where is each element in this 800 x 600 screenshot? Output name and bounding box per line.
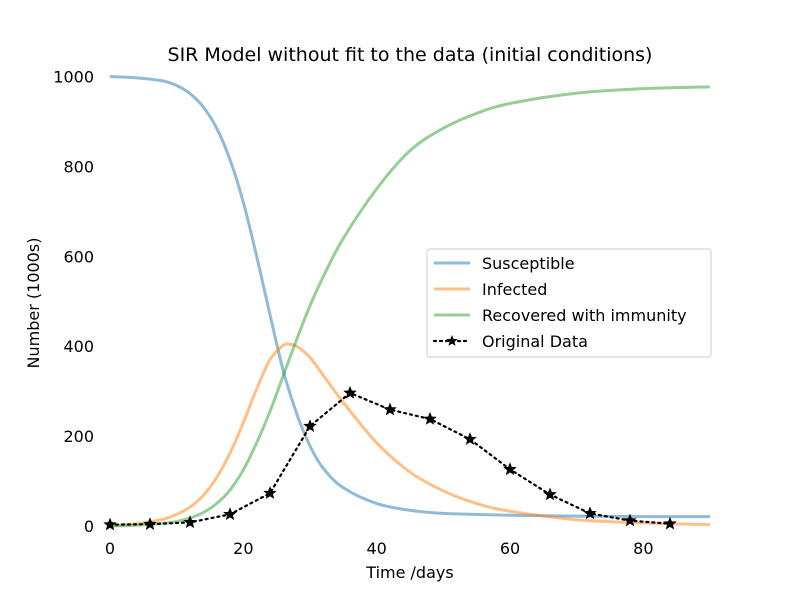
y-tick-label: 0 bbox=[84, 517, 94, 536]
x-axis-label: Time /days bbox=[365, 563, 453, 582]
x-tick-label: 60 bbox=[500, 539, 520, 558]
x-tick-label: 20 bbox=[233, 539, 253, 558]
x-axis: 0 20 40 60 80 bbox=[105, 539, 654, 558]
y-tick-label: 800 bbox=[63, 157, 94, 176]
data-point-star bbox=[383, 402, 397, 416]
data-point-star bbox=[583, 506, 597, 520]
y-tick-label: 400 bbox=[63, 337, 94, 356]
data-point-star bbox=[183, 515, 197, 529]
x-tick-label: 0 bbox=[105, 539, 115, 558]
legend-box bbox=[426, 248, 712, 358]
data-point-star bbox=[663, 516, 677, 530]
series-line-original-data bbox=[108, 391, 672, 526]
legend-marker-star bbox=[446, 335, 458, 346]
data-point-star bbox=[103, 517, 117, 531]
data-point-star bbox=[423, 411, 437, 425]
legend: Susceptible Infected Recovered with immuni… bbox=[426, 248, 712, 358]
data-point-star bbox=[143, 517, 157, 530]
y-axis-label: Number (1000s) bbox=[24, 238, 43, 369]
y-tick-label: 200 bbox=[63, 427, 94, 446]
data-point-star bbox=[223, 507, 237, 521]
chart-title: SIR Model without fit to the data (initi… bbox=[168, 44, 653, 66]
data-point-star bbox=[343, 385, 357, 399]
series-line-infected bbox=[109, 342, 711, 528]
y-tick-label: 1000 bbox=[53, 67, 94, 86]
legend-label-susceptible: Susceptible bbox=[482, 254, 575, 273]
x-tick-label: 80 bbox=[633, 539, 653, 558]
data-point-star bbox=[543, 487, 557, 501]
data-point-star bbox=[503, 462, 517, 476]
legend-label-recovered-with-immunity: Recovered with immunity bbox=[482, 306, 687, 325]
y-axis: 0 200 400 600 800 1000 bbox=[53, 67, 94, 536]
data-point-star bbox=[303, 419, 317, 432]
data-point-star bbox=[463, 432, 477, 445]
data-point-star bbox=[263, 486, 277, 499]
legend-label-infected: Infected bbox=[482, 280, 547, 299]
x-tick-label: 40 bbox=[366, 539, 386, 558]
plot-area bbox=[103, 75, 711, 531]
data-point-star bbox=[623, 513, 637, 527]
series-line-susceptible bbox=[109, 75, 711, 519]
legend-label-original-data: Original Data bbox=[482, 332, 588, 351]
y-tick-label: 600 bbox=[63, 247, 94, 266]
